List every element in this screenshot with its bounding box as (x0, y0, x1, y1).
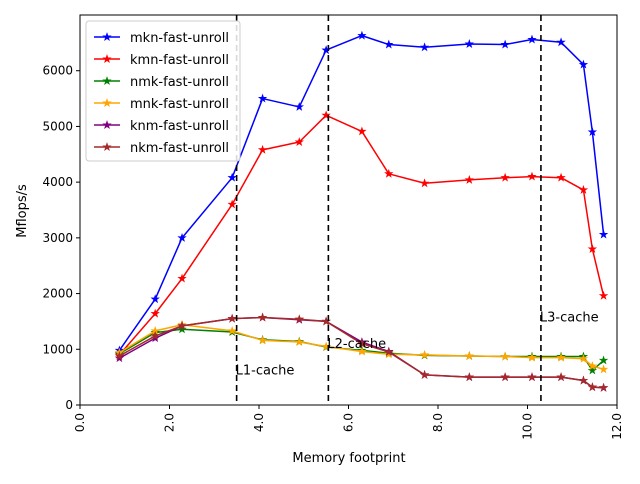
data-point-nmk-fast-unroll (587, 365, 598, 375)
data-point-kmn-fast-unroll (587, 244, 598, 253)
data-point-nkm-fast-unroll (294, 314, 304, 324)
data-point-mnk-fast-unroll (227, 325, 237, 335)
x-tick-label: 10.0 (521, 413, 535, 440)
data-point-mnk-fast-unroll (464, 351, 474, 360)
legend-label-mkn-fast-unroll: mkn-fast-unroll (130, 31, 229, 46)
data-point-nkm-fast-unroll (114, 351, 125, 360)
data-point-mkn-fast-unroll (357, 30, 367, 40)
data-point-kmn-fast-unroll (578, 185, 589, 194)
data-point-nkm-fast-unroll (578, 375, 589, 385)
x-tick-label: 4.0 (252, 413, 266, 432)
data-point-nkm-fast-unroll (257, 312, 268, 322)
legend-marker-nmk-fast-unroll (102, 76, 112, 85)
data-point-nkm-fast-unroll (598, 382, 609, 392)
data-point-nkm-fast-unroll (357, 338, 367, 348)
data-point-kmn-fast-unroll (384, 168, 394, 178)
data-point-kmn-fast-unroll (500, 172, 510, 182)
data-point-kmn-fast-unroll (464, 174, 474, 184)
data-point-mnk-fast-unroll (500, 351, 510, 361)
data-point-mkn-fast-unroll (384, 39, 394, 49)
data-point-mnk-fast-unroll (527, 352, 537, 362)
data-point-mnk-fast-unroll (357, 346, 367, 356)
legend-marker-knm-fast-unroll (102, 120, 112, 129)
data-point-kmn-fast-unroll (321, 110, 331, 120)
data-point-nkm-fast-unroll (587, 382, 598, 392)
legend-marker-mkn-fast-unroll (102, 32, 112, 41)
legend-marker-mnk-fast-unroll (102, 98, 112, 107)
cache-boundary-label: L3-cache (540, 310, 599, 325)
data-point-mkn-fast-unroll (257, 93, 268, 103)
y-tick-label: 5000 (42, 119, 73, 133)
cache-boundary-label: L1-cache (236, 363, 295, 378)
data-point-mnk-fast-unroll (587, 361, 598, 370)
x-tick-label: 2.0 (163, 413, 177, 432)
data-point-mkn-fast-unroll (556, 37, 566, 47)
y-tick-label: 6000 (42, 64, 73, 78)
data-point-mnk-fast-unroll (294, 337, 304, 347)
data-point-kmn-fast-unroll (527, 171, 537, 181)
data-point-kmn-fast-unroll (598, 290, 609, 300)
data-point-kmn-fast-unroll (257, 144, 268, 154)
legend: mkn-fast-unroll kmn-fast-unroll nmk-fast-u… (85, 20, 241, 162)
y-axis-label: Mflops/s (15, 184, 30, 238)
data-point-nkm-fast-unroll (384, 347, 394, 357)
data-point-mkn-fast-unroll (419, 42, 430, 52)
legend-marker-kmn-fast-unroll (102, 54, 112, 63)
data-point-nkm-fast-unroll (419, 369, 430, 379)
data-point-mnk-fast-unroll (556, 352, 566, 362)
cache-boundary-label: L2-cache (327, 337, 386, 352)
data-point-nmk-fast-unroll (598, 355, 609, 365)
data-point-mnk-fast-unroll (257, 335, 268, 345)
legend-box (85, 20, 241, 162)
data-point-mkn-fast-unroll (150, 294, 160, 304)
data-point-nkm-fast-unroll (227, 313, 237, 323)
data-point-kmn-fast-unroll (177, 273, 187, 283)
legend-label-knm-fast-unroll: knm-fast-unroll (130, 119, 229, 134)
data-point-mkn-fast-unroll (578, 59, 589, 69)
data-point-kmn-fast-unroll (419, 178, 430, 188)
y-tick-label: 1000 (42, 342, 73, 356)
axes: 0.0 2.0 4.0 6.0 8.0 10.0 12.0 0 1000 2000 3000 4000… (42, 14, 624, 440)
x-axis-label: Memory footprint (292, 451, 405, 466)
data-point-mkn-fast-unroll (500, 39, 510, 49)
data-point-nkm-fast-unroll (556, 372, 566, 382)
data-point-nkm-fast-unroll (150, 330, 160, 340)
data-point-mkn-fast-unroll (294, 102, 304, 111)
data-point-mkn-fast-unroll (227, 172, 237, 182)
data-point-nkm-fast-unroll (177, 320, 187, 330)
y-tick-label: 0 (65, 398, 73, 412)
data-point-kmn-fast-unroll (294, 137, 304, 146)
y-tick-label: 4000 (42, 175, 73, 189)
legend-marker-nkm-fast-unroll (102, 142, 112, 151)
data-point-kmn-fast-unroll (227, 199, 237, 209)
data-point-kmn-fast-unroll (357, 126, 367, 136)
data-point-mkn-fast-unroll (598, 229, 609, 239)
legend-label-nkm-fast-unroll: nkm-fast-unroll (130, 141, 229, 156)
data-point-nkm-fast-unroll (527, 372, 537, 382)
x-tick-label: 8.0 (431, 413, 445, 432)
data-point-nkm-fast-unroll (464, 372, 474, 382)
data-point-mkn-fast-unroll (177, 232, 187, 242)
legend-label-kmn-fast-unroll: kmn-fast-unroll (130, 53, 229, 68)
y-tick-label: 2000 (42, 287, 73, 301)
data-point-nkm-fast-unroll (500, 372, 510, 382)
x-tick-label: 12.0 (610, 413, 624, 440)
data-point-kmn-fast-unroll (556, 172, 566, 182)
legend-label-nmk-fast-unroll: nmk-fast-unroll (130, 75, 229, 90)
legend-label-mnk-fast-unroll: mnk-fast-unroll (130, 97, 229, 112)
x-tick-label: 0.0 (73, 413, 87, 432)
data-point-mnk-fast-unroll (598, 364, 609, 374)
data-point-mkn-fast-unroll (464, 39, 474, 48)
data-point-mnk-fast-unroll (419, 349, 430, 359)
x-tick-label: 6.0 (342, 413, 356, 432)
data-point-mkn-fast-unroll (527, 34, 537, 44)
data-point-mnk-fast-unroll (578, 353, 589, 363)
data-point-mkn-fast-unroll (587, 127, 598, 136)
y-tick-label: 3000 (42, 231, 73, 245)
data-point-kmn-fast-unroll (150, 308, 160, 318)
